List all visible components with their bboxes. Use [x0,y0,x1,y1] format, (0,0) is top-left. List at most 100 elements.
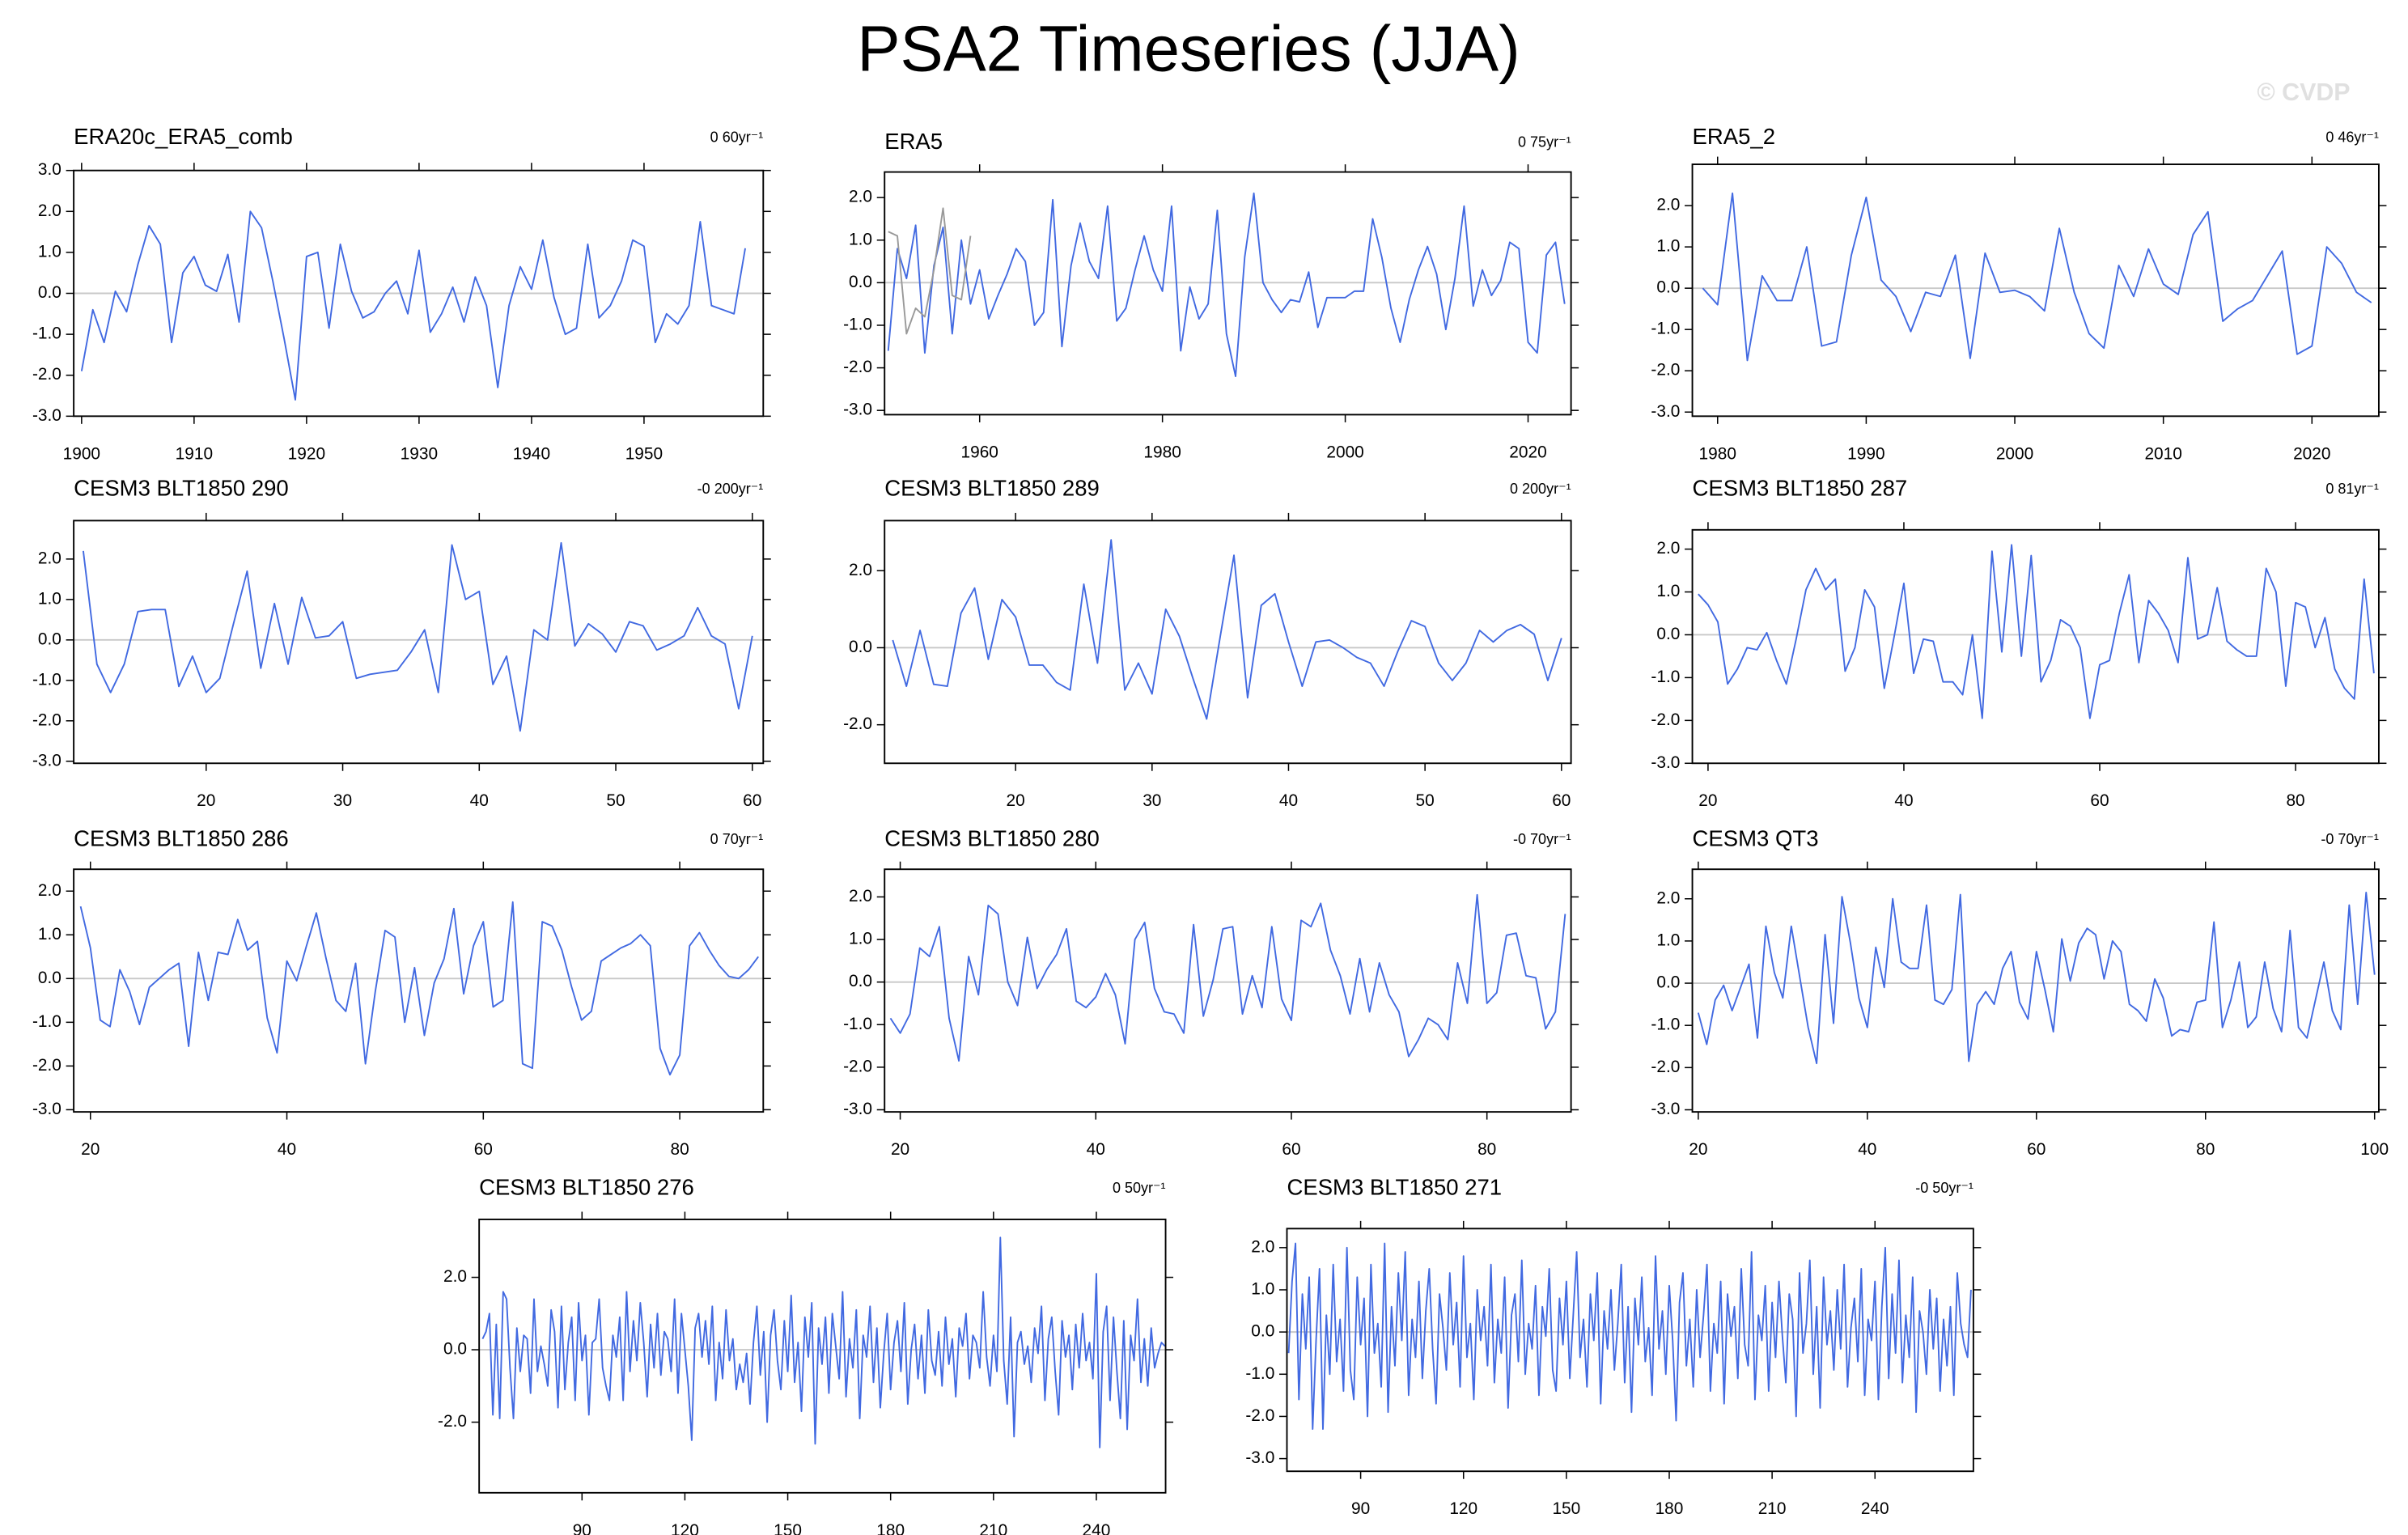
panel-title: ERA5 [884,129,943,154]
panel: CESM3 BLT1850 289 0 200yr⁻¹ -2.0 0.0 2.0 20 30… [843,476,1579,810]
y-tick-label: -2.0 [1651,361,1680,380]
y-tick-label: 0.0 [849,972,872,990]
x-tick-label: 240 [1083,1521,1111,1535]
panel: CESM3 BLT1850 287 0 81yr⁻¹ -3.0 -2.0 -1.0 0.0… [1651,476,2387,810]
x-tick-label: 120 [1449,1499,1477,1518]
x-tick-label: 50 [1416,791,1435,810]
panel-title: CESM3 BLT1850 286 [74,825,289,850]
trend-label: 0 60yr⁻¹ [710,129,764,146]
panel-title: CESM3 QT3 [1693,825,1819,850]
series-line [888,207,972,335]
plot-frame [1691,163,2380,418]
trend-label: -0 50yr⁻¹ [1915,1180,1973,1196]
panel-title: CESM3 BLT1850 280 [884,825,1100,850]
y-tick-label: 2.0 [38,201,61,220]
x-tick-label: 30 [333,791,352,810]
x-tick-label: 30 [1143,791,1161,810]
series-line [887,192,1566,378]
y-tick-label: 0.0 [849,273,872,291]
x-tick-label: 1980 [1143,443,1181,461]
trend-label: -0 70yr⁻¹ [2321,831,2379,847]
x-tick-label: 180 [876,1521,905,1535]
trend-label: 0 70yr⁻¹ [710,831,764,847]
x-tick-label: 240 [1861,1499,1889,1518]
y-tick-label: 2.0 [849,887,872,905]
x-tick-label: 1910 [176,444,213,463]
panel-title: CESM3 BLT1850 276 [479,1174,694,1199]
x-tick-label: 150 [774,1521,802,1535]
y-tick-label: 2.0 [849,188,872,206]
x-tick-label: 20 [197,791,215,810]
y-tick-label: 1.0 [1251,1279,1274,1298]
y-tick-label: 0.0 [1251,1322,1274,1341]
panel: CESM3 BLT1850 276 0 50yr⁻¹ -2.0 0.0 2.0 90 120… [438,1174,1174,1535]
x-tick-label: 60 [474,1140,493,1159]
x-tick-label: 100 [2360,1140,2389,1159]
panel: ERA20c_ERA5_comb 0 60yr⁻¹ -3.0 -2.0 -1.0 0.0 1… [32,124,771,463]
y-tick-label: 1.0 [1656,931,1680,949]
y-tick-label: 2.0 [849,561,872,579]
trend-label: 0 81yr⁻¹ [2325,481,2379,497]
panel: ERA5_2 0 46yr⁻¹ -3.0 -2.0 -1.0 0.0 1.0 2.0 1980 1… [1651,124,2387,463]
panel-title: CESM3 BLT1850 289 [884,476,1100,501]
x-tick-label: 90 [1351,1499,1370,1518]
panel-title: CESM3 BLT1850 287 [1693,476,1908,501]
x-tick-label: 2000 [1996,444,2033,463]
y-tick-label: 0.0 [38,630,61,648]
series-line [1697,891,2376,1065]
plot-frame [73,169,765,418]
series-line [79,901,759,1076]
y-tick-label: 0.0 [38,283,61,302]
panel: CESM3 BLT1850 271 -0 50yr⁻¹ -3.0 -2.0 -1.0 0.… [1245,1174,1982,1518]
y-tick-label: -2.0 [1651,710,1680,729]
x-tick-label: 60 [1552,791,1571,810]
x-tick-label: 50 [606,791,625,810]
y-tick-label: -1.0 [843,315,872,333]
panel: CESM3 BLT1850 280 -0 70yr⁻¹ -3.0 -2.0 -1.0 0.… [843,825,1579,1159]
x-tick-label: 1920 [288,444,325,463]
x-tick-label: 80 [1477,1140,1496,1159]
series-line [889,893,1566,1062]
x-tick-label: 2020 [1509,443,1546,461]
y-tick-label: -3.0 [32,1100,61,1118]
y-tick-label: -1.0 [1245,1364,1274,1383]
x-tick-label: 90 [573,1521,591,1535]
y-tick-label: -3.0 [32,751,61,770]
plot-frame [884,171,1572,416]
x-tick-label: 80 [671,1140,689,1159]
y-tick-label: 2.0 [443,1267,467,1286]
panel-title: ERA20c_ERA5_comb [74,124,293,149]
x-tick-label: 1980 [1699,444,1736,463]
y-tick-label: -1.0 [1651,1016,1680,1034]
trend-label: 0 46yr⁻¹ [2325,129,2379,146]
panel-title: ERA5_2 [1693,124,1775,149]
y-tick-label: -3.0 [1651,1100,1680,1118]
y-tick-label: -2.0 [32,710,61,729]
y-tick-label: 1.0 [1656,582,1680,600]
y-tick-label: 0.0 [1656,625,1680,643]
x-tick-label: 40 [1894,791,1913,810]
plot-frame [1286,1228,1974,1473]
trend-label: 0 50yr⁻¹ [1113,1180,1166,1196]
series-line [1702,192,2372,362]
y-tick-label: -2.0 [32,365,61,384]
x-tick-label: 40 [1858,1140,1876,1159]
x-tick-label: 1930 [401,444,438,463]
x-tick-label: 1900 [63,444,100,463]
series-line [1698,544,2375,719]
y-tick-label: 0.0 [849,638,872,656]
y-tick-label: 2.0 [1656,539,1680,558]
y-tick-label: 1.0 [1656,237,1680,256]
x-tick-label: 2000 [1326,443,1363,461]
y-tick-label: 2.0 [38,881,61,900]
y-tick-label: -2.0 [32,1056,61,1075]
plot-frame [73,868,765,1113]
main-title: PSA2 Timeseries (JJA) [857,12,1520,84]
y-tick-label: 0.0 [38,969,61,987]
panel: CESM3 BLT1850 290 -0 200yr⁻¹ -3.0 -2.0 -1.0 0… [32,476,771,810]
series-line [80,210,746,401]
y-tick-label: -3.0 [1245,1448,1274,1467]
